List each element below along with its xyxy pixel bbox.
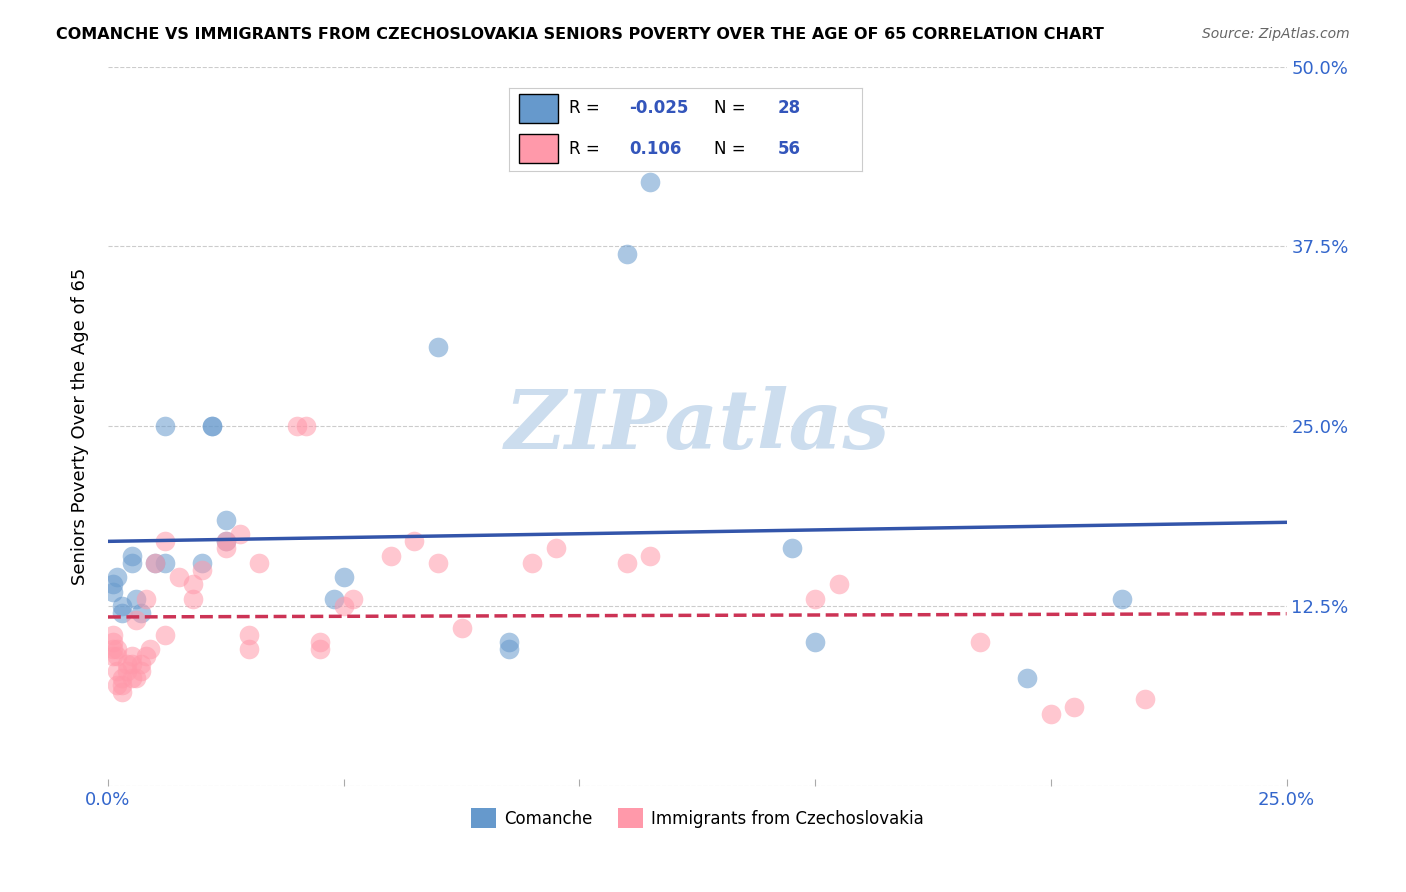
Text: Source: ZipAtlas.com: Source: ZipAtlas.com [1202,27,1350,41]
Point [638,549,661,563]
Point [107,570,129,584]
Point [153,556,176,570]
Point [107,642,129,657]
Point [215,534,238,549]
Point [804,635,827,649]
Point [101,649,124,664]
Point [111,671,134,685]
Point [101,577,124,591]
Point [332,570,354,584]
Point [115,657,138,671]
Text: ZIPatlas: ZIPatlas [505,386,890,467]
Point [111,599,134,613]
Point [309,642,332,657]
Point [404,534,426,549]
Point [101,584,124,599]
Point [125,671,148,685]
Point [167,570,190,584]
Point [153,534,176,549]
Point [121,556,143,570]
Point [247,556,270,570]
Point [125,591,148,606]
Point [215,541,238,556]
Point [107,649,129,664]
Point [139,642,162,657]
Point [111,606,134,620]
Point [101,642,124,657]
Point [101,635,124,649]
Point [1039,706,1062,721]
Point [153,628,176,642]
Point [153,419,176,434]
Point [323,591,346,606]
Point [380,549,402,563]
Point [111,685,134,699]
Point [143,556,166,570]
Point [616,556,638,570]
Point [295,419,318,434]
Point [135,591,157,606]
Point [229,527,252,541]
Point [215,534,238,549]
Point [125,613,148,627]
Point [780,541,803,556]
Point [804,591,827,606]
Point [135,649,157,664]
Point [427,556,450,570]
Y-axis label: Seniors Poverty Over the Age of 65: Seniors Poverty Over the Age of 65 [72,268,89,585]
Point [309,635,332,649]
Point [332,599,354,613]
Point [107,678,129,692]
Point [111,678,134,692]
Point [121,671,143,685]
Point [828,577,851,591]
Point [498,642,520,657]
Point [181,577,204,591]
Point [498,635,520,649]
Point [191,556,214,570]
Point [342,591,364,606]
Point [129,606,152,620]
Legend: Comanche, Immigrants from Czechoslovakia: Comanche, Immigrants from Czechoslovakia [464,801,931,835]
Point [121,549,143,563]
Point [969,635,991,649]
Point [191,563,214,577]
Point [285,419,308,434]
Point [101,628,124,642]
Point [1133,692,1156,706]
Point [129,657,152,671]
Point [121,649,143,664]
Point [1017,671,1039,685]
Point [107,664,129,678]
Point [201,419,224,434]
Point [143,556,166,570]
Point [544,541,567,556]
Point [238,628,260,642]
Point [1063,699,1085,714]
Point [522,556,544,570]
Point [427,340,450,354]
Point [450,621,472,635]
Point [215,513,238,527]
Text: COMANCHE VS IMMIGRANTS FROM CZECHOSLOVAKIA SENIORS POVERTY OVER THE AGE OF 65 CO: COMANCHE VS IMMIGRANTS FROM CZECHOSLOVAK… [56,27,1104,42]
Point [129,664,152,678]
Point [238,642,260,657]
Point [201,419,224,434]
Point [121,657,143,671]
Point [181,591,204,606]
Point [1111,591,1133,606]
Point [638,175,661,189]
Point [616,246,638,260]
Point [115,664,138,678]
